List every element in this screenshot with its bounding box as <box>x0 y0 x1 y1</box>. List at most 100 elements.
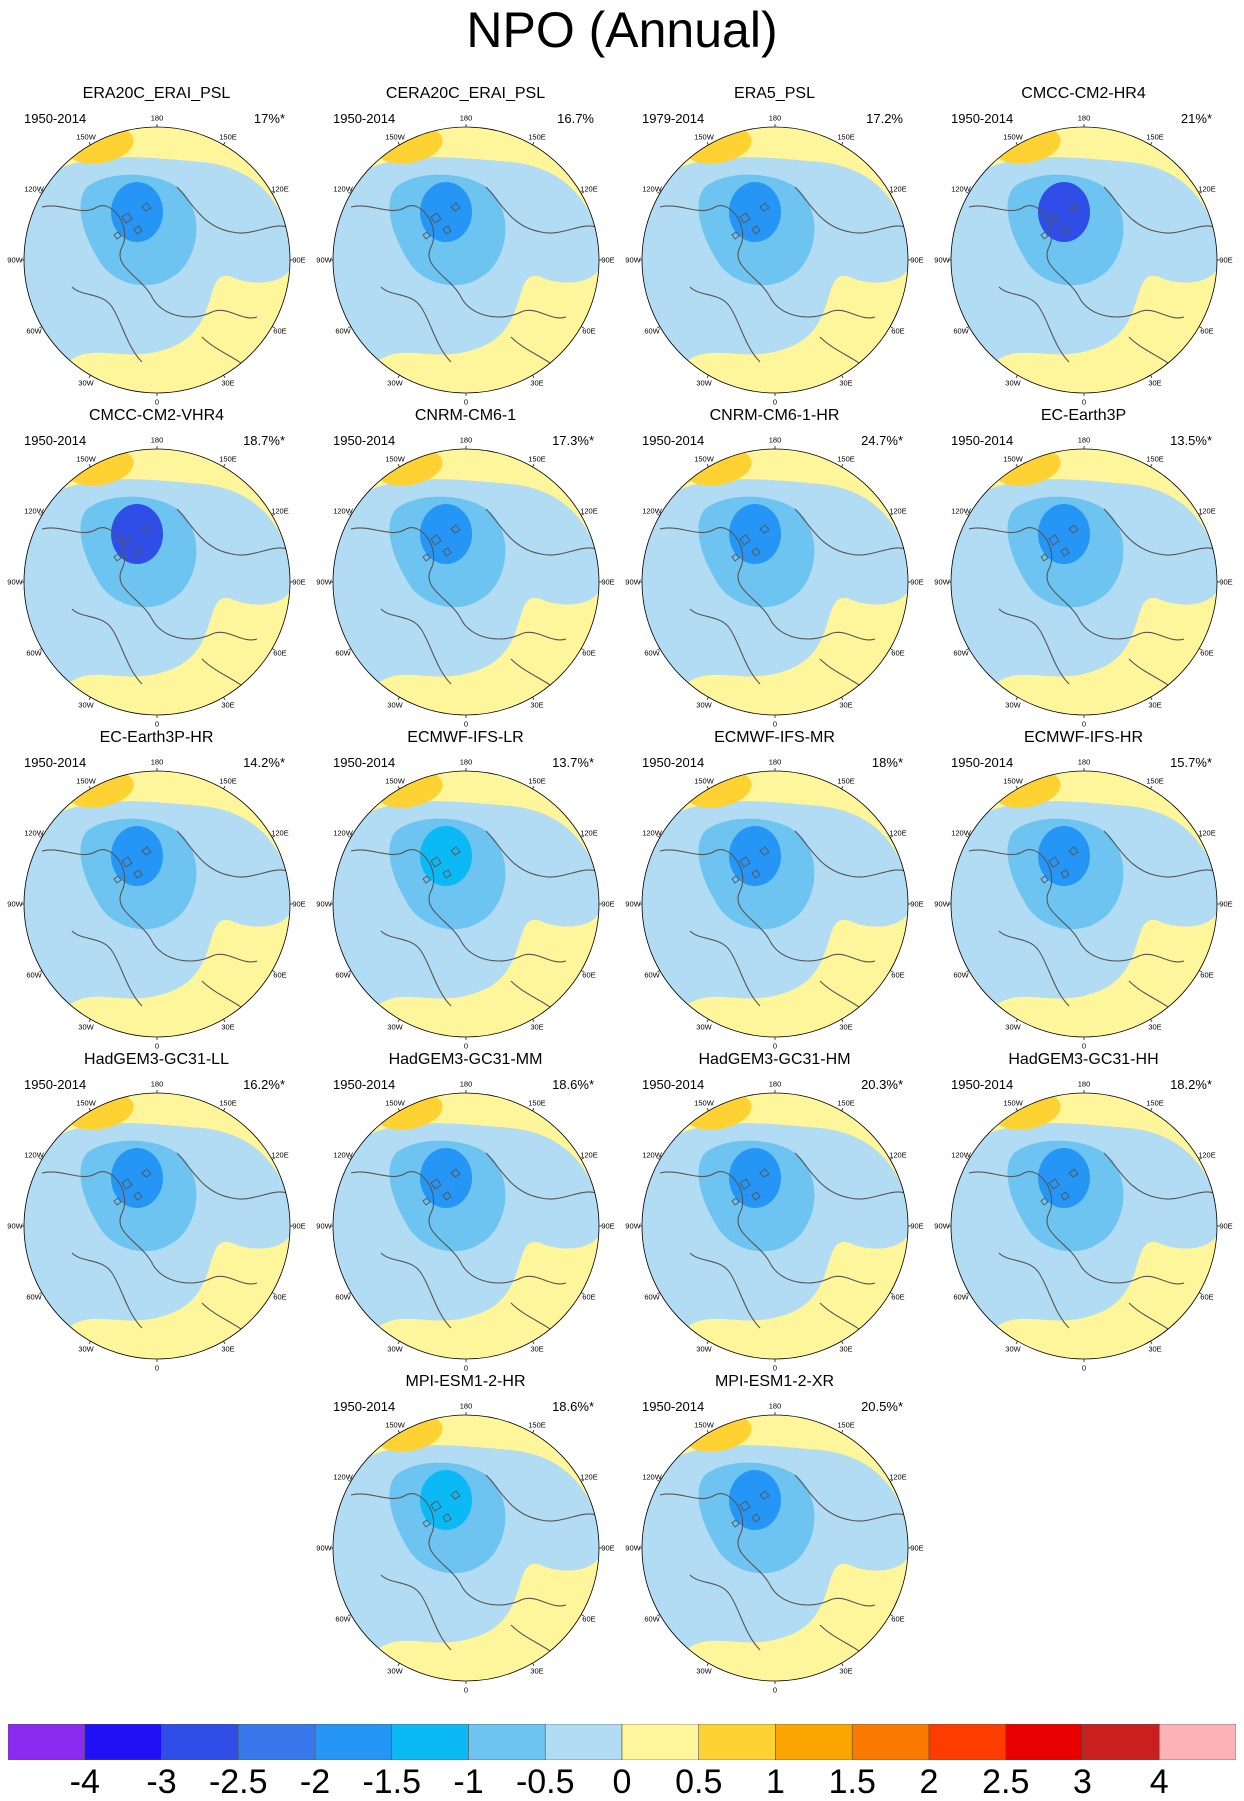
colorbar-tick-label: 2.5 <box>982 1763 1030 1801</box>
longitude-label: 90E <box>910 1222 923 1231</box>
longitude-label: 60E <box>582 1293 595 1302</box>
longitude-label: 0 <box>773 1042 777 1051</box>
coastlines <box>41 508 288 695</box>
panel-variance: 14.2%* <box>243 755 285 770</box>
panel-title: CERA20C_ERAI_PSL <box>385 85 546 102</box>
tick-mark <box>841 142 844 145</box>
longitude-label: 30W <box>387 1022 403 1031</box>
panel-title: ECMWF-IFS-LR <box>407 729 524 746</box>
polar-map: 0 30E 60E 90E 120E 150E 180 150W 120W 90W 60W 30W <box>625 114 923 407</box>
tick-mark <box>841 1108 844 1111</box>
arctic-islands <box>422 524 461 562</box>
arctic-islands <box>113 1168 152 1206</box>
longitude-label: 60W <box>335 649 351 658</box>
longitude-label: 90E <box>601 1222 614 1231</box>
longitude-label: 120E <box>889 829 907 838</box>
longitude-label: 90E <box>601 256 614 265</box>
tick-mark <box>706 697 709 700</box>
longitude-label: 60E <box>1200 1293 1213 1302</box>
longitude-label: 0 <box>773 720 777 729</box>
panel-variance: 18.2%* <box>1170 1077 1212 1092</box>
longitude-label: 120E <box>889 185 907 194</box>
longitude-label: 120E <box>1198 1151 1216 1160</box>
panel-title: CNRM-CM6-1 <box>414 407 517 424</box>
coastlines <box>968 186 1215 373</box>
longitude-label: 90E <box>292 900 305 909</box>
tick-mark <box>581 1157 584 1160</box>
longitude-label: 60W <box>644 1615 660 1624</box>
tick-mark <box>272 191 275 194</box>
longitude-label: 30E <box>530 1666 543 1675</box>
longitude-label: 90E <box>601 900 614 909</box>
colorbar-tick-label: 4 <box>1149 1763 1169 1801</box>
longitude-label: 30W <box>78 1344 94 1353</box>
tick-mark <box>581 1614 584 1617</box>
colorbar-swatch <box>621 1724 700 1760</box>
longitude-label: 90E <box>910 578 923 587</box>
longitude-label: 150E <box>1146 1099 1164 1108</box>
longitude-label: 60E <box>891 1293 904 1302</box>
longitude-label: 60W <box>26 971 42 980</box>
panel-period: 1950-2014 <box>333 433 396 448</box>
tick-mark <box>1150 375 1153 378</box>
tick-mark <box>532 375 535 378</box>
tick-mark <box>348 970 351 973</box>
colorbar-swatch <box>698 1724 776 1760</box>
longitude-label: 150E <box>528 1099 546 1108</box>
longitude-label: 90W <box>625 256 641 265</box>
colorbar-tick-label: -1 <box>453 1763 484 1801</box>
tick-mark <box>657 1292 660 1295</box>
longitude-label: 120E <box>271 1151 289 1160</box>
map-panel: CERA20C_ERAI_PSL 1950-2014 16.7% 0 30E 60E 90E… <box>311 85 620 407</box>
coastlines <box>41 830 288 1017</box>
longitude-label: 120W <box>24 829 45 838</box>
arctic-islands <box>113 524 152 562</box>
panel-period: 1950-2014 <box>333 1399 396 1414</box>
longitude-label: 90E <box>601 578 614 587</box>
tick-mark <box>657 1614 660 1617</box>
longitude-label: 120W <box>333 185 354 194</box>
tick-mark <box>88 142 91 145</box>
figure-title: NPO (Annual) <box>466 2 778 58</box>
longitude-label: 120W <box>951 507 972 516</box>
map-panel: CNRM-CM6-1-HR 1950-2014 24.7%* 0 30E 60E 90E 12… <box>620 407 929 729</box>
coastlines <box>968 508 1215 695</box>
arctic-islands <box>422 1490 461 1528</box>
colorbar-tick-label: -4 <box>69 1763 100 1801</box>
colorbar-swatch <box>391 1724 469 1760</box>
longitude-label: 150W <box>385 777 406 786</box>
longitude-label: 60E <box>1200 971 1213 980</box>
longitude-label: 60W <box>335 971 351 980</box>
longitude-label: 150W <box>385 1421 406 1430</box>
tick-mark <box>88 697 91 700</box>
tick-mark <box>890 191 893 194</box>
tick-mark <box>657 191 660 194</box>
longitude-label: 90W <box>7 256 23 265</box>
longitude-label: 120W <box>642 1473 663 1482</box>
longitude-label: 180 <box>460 436 473 445</box>
polar-map: 0 30E 60E 90E 120E 150E 180 150W 120W 90W 60W 30W <box>316 1080 614 1373</box>
tick-mark <box>966 326 969 329</box>
panel-variance: 16.2%* <box>243 1077 285 1092</box>
arctic-islands <box>422 846 461 884</box>
longitude-label: 150W <box>1003 133 1024 142</box>
colorbar-tick-label: 1.5 <box>828 1763 876 1801</box>
colorbar-tick-label: 0 <box>612 1763 632 1801</box>
map-panel: CMCC-CM2-HR4 1950-2014 21%* 0 30E 60E 90E 120E 1… <box>929 85 1238 407</box>
longitude-label: 120W <box>333 829 354 838</box>
tick-mark <box>88 1108 91 1111</box>
tick-mark <box>1015 1341 1018 1344</box>
tick-mark <box>841 375 844 378</box>
tick-mark <box>706 142 709 145</box>
longitude-label: 90W <box>934 900 950 909</box>
tick-mark <box>39 1292 42 1295</box>
tick-mark <box>88 464 91 467</box>
map-panel: ERA20C_ERAI_PSL 1950-2014 17%* 0 30E 60E 90E 12… <box>2 85 311 407</box>
longitude-label: 150E <box>219 777 237 786</box>
tick-mark <box>581 1479 584 1482</box>
panel-title: ERA20C_ERAI_PSL <box>82 85 231 102</box>
longitude-label: 180 <box>769 114 782 123</box>
colorbar-swatch <box>84 1724 162 1760</box>
longitude-label: 150E <box>1146 777 1164 786</box>
tick-mark <box>272 970 275 973</box>
